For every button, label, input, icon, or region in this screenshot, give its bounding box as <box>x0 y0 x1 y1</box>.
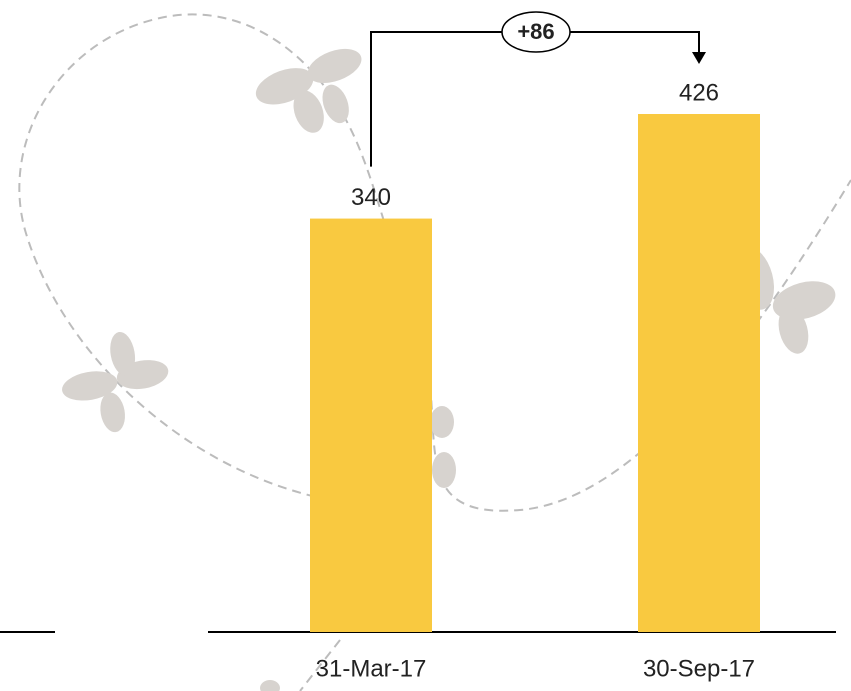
butterfly <box>260 680 280 691</box>
bar <box>638 114 760 632</box>
data-label: 426 <box>679 79 719 106</box>
dashed-path <box>18 13 851 512</box>
bar <box>310 218 432 633</box>
decoration <box>18 13 851 691</box>
data-label: 340 <box>351 184 391 211</box>
x-tick-label: 30-Sep-17 <box>643 655 755 682</box>
butterfly <box>430 406 456 488</box>
butterfly <box>255 48 362 133</box>
arrow-head <box>692 52 706 64</box>
x-tick-label: 31-Mar-17 <box>316 655 427 682</box>
butterfly <box>62 331 169 433</box>
annotation-bubble <box>501 11 571 53</box>
annotation: +86 <box>517 19 554 44</box>
dashed-path <box>299 639 341 691</box>
